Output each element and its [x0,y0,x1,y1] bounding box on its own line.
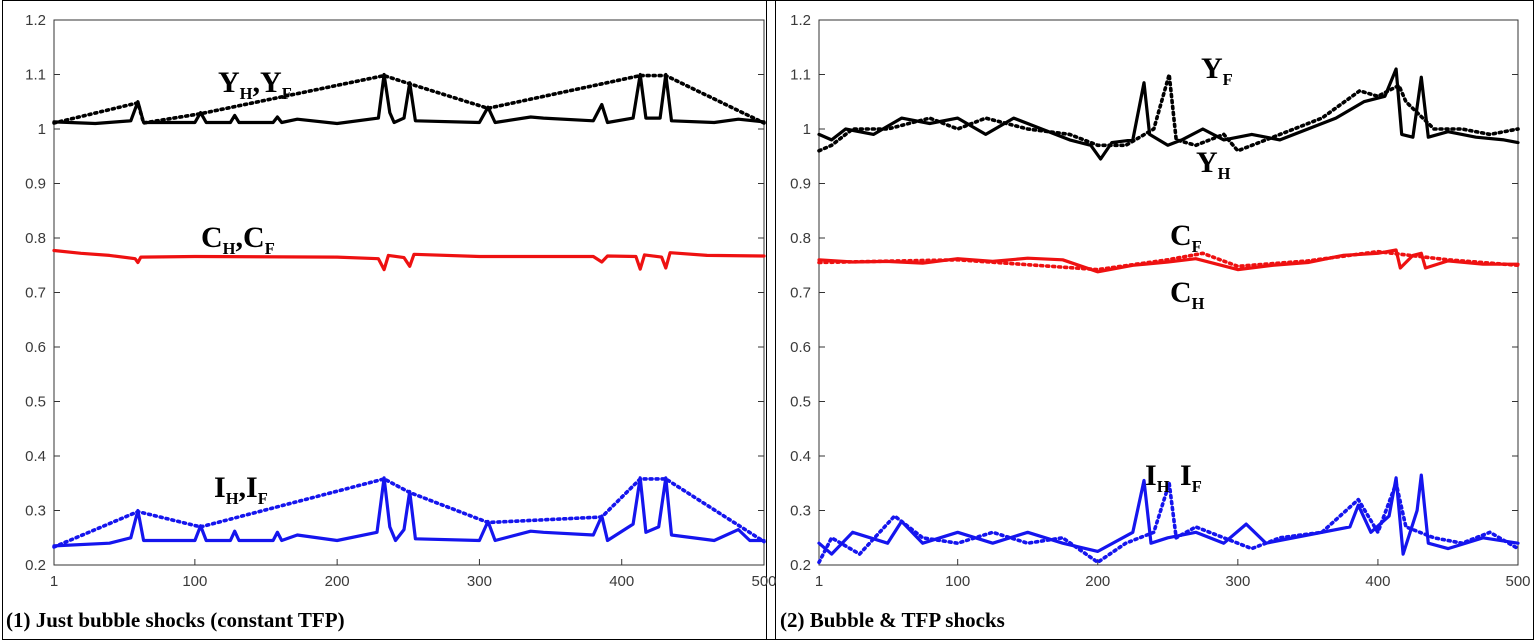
x-tick-label: 400 [609,573,634,590]
caption-right: (2) Bubble & TFP shocks [780,608,1005,632]
series-label-sub2: F [265,239,275,258]
y-tick-label: 1.2 [25,12,46,29]
x-tick-label: 200 [1085,573,1110,590]
y-tick-label: 0.6 [25,339,46,356]
series-line-left-3 [52,476,766,548]
series-line-right-4 [817,473,1520,556]
series-label-main: C [1170,219,1192,252]
y-tick-label: 0.7 [790,285,811,302]
series-line-left-0 [52,72,766,126]
series-label-sub: F [1192,237,1202,256]
y-tick-label: 1 [38,121,46,138]
series-label-main2: C [243,221,265,254]
y-tick-label: 0.8 [25,230,46,247]
y-tick-label: 0.8 [790,230,811,247]
y-tick-label: 0.6 [790,339,811,356]
series-label-sub: H [240,84,253,103]
y-tick-label: 0.4 [790,448,811,465]
series-label-sep: , [239,471,247,504]
chart-left-group: 0.2 0.3 0.4 0.5 0.6 0.7 0.8 0.9 1 1.1 1.2 1 100 200 30… [25,12,776,590]
y-tick-label: 0.5 [25,394,46,411]
series-label-main2: Y [260,66,282,99]
series-line-right-3 [817,249,1520,272]
y-tick-label: 0.5 [790,394,811,411]
series-label-sub2: F [282,84,292,103]
y-tick-label: 0.9 [25,176,46,193]
caption-left: (1) Just bubble shocks (constant TFP) [6,608,345,632]
series-label-sub: H [223,239,236,258]
series-label-right-0: YF [1201,52,1233,89]
x-tick-label: 1 [50,573,58,590]
series-label-sub: H [1218,164,1231,183]
x-tick-label: 300 [467,573,492,590]
series-label-main: Y [1196,146,1218,179]
series-line-right-0 [817,67,1520,161]
x-tick-label: 200 [325,573,350,590]
series-label-main: I [1180,459,1192,492]
x-tick-label: 100 [182,573,207,590]
series-label-main2: I [246,471,258,504]
y-tick-label: 1.1 [25,67,46,84]
x-tick-label: 1 [815,573,823,590]
x-tick-label: 500 [1505,573,1530,590]
series-line-left-2 [52,248,766,272]
series-line-left-4 [52,477,766,549]
y-tick-label: 0.3 [25,503,46,520]
series-label-right-5: IF [1180,459,1202,496]
x-tick-label: 300 [1225,573,1250,590]
series-label-sub: H [1192,294,1205,313]
series-line-left-1 [52,73,766,125]
y-tick-label: 0.2 [790,557,811,574]
series-label-sub: F [1192,477,1202,496]
series-label-sub: H [1157,477,1170,496]
series-line-right-1 [817,72,1520,153]
series-label-right-1: YH [1196,146,1231,183]
y-tick-label: 0.3 [790,503,811,520]
x-tick-label: 100 [945,573,970,590]
series-label-right-3: CH [1170,276,1205,313]
y-tick-label: 0.4 [25,448,46,465]
series-label-right-2: CF [1170,219,1202,256]
chart-right-group: 0.2 0.3 0.4 0.5 0.6 0.7 0.8 0.9 1 1.1 1.2 1 100 200 30… [790,12,1530,590]
series-line-right-5 [817,481,1520,565]
series-label-main: C [1170,276,1192,309]
series-label-sub: F [1223,70,1233,89]
y-tick-label: 0.2 [25,557,46,574]
series-label-main: Y [1201,52,1223,85]
y-tick-label: 0.7 [25,285,46,302]
y-tick-label: 1.2 [790,12,811,29]
series-label-sep: , [236,221,244,254]
series-label-left-0: YH,YF [218,66,292,103]
x-tick-label: 500 [751,573,776,590]
series-label-right-4: IH [1145,459,1170,496]
y-tick-label: 1 [803,121,811,138]
series-label-sub: H [226,489,239,508]
series-label-main: I [214,471,226,504]
series-label-main: I [1145,459,1157,492]
series-label-sub2: F [258,489,268,508]
series-label-main: Y [218,66,240,99]
series-label-main: C [201,221,223,254]
y-tick-label: 0.9 [790,176,811,193]
series-label-left-1: CH,CF [201,221,275,258]
plot-area-left [53,19,765,566]
series-label-sep: , [253,66,261,99]
y-tick-label: 1.1 [790,67,811,84]
series-label-left-2: IH,IF [214,471,268,508]
x-tick-label: 400 [1365,573,1390,590]
